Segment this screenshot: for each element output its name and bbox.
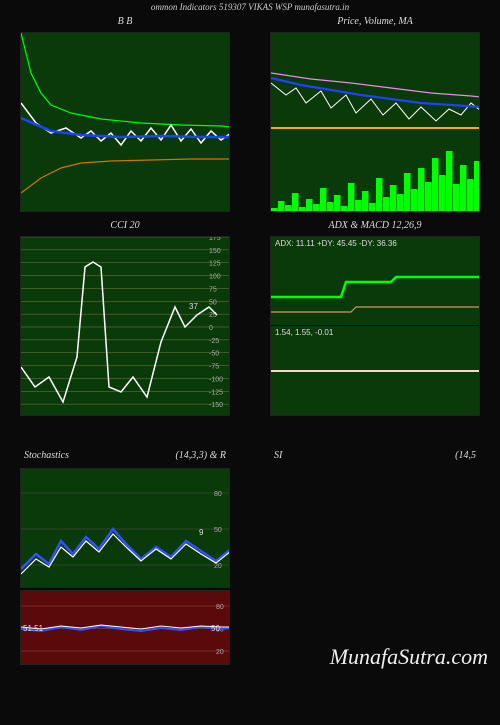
svg-text:-125: -125: [209, 389, 223, 396]
svg-text:-25: -25: [209, 338, 219, 345]
svg-text:0: 0: [209, 325, 213, 332]
svg-text:100: 100: [209, 274, 221, 281]
rsi-title-right: (14,5: [455, 450, 476, 468]
stoch-title-left: Stochastics: [24, 450, 69, 468]
stoch-panel: Stochastics (14,3,3) & R 20 50 80 9 20 50 80 5…: [20, 450, 230, 665]
watermark: MunafaSutra.com: [330, 644, 488, 670]
adx-label: ADX: 11.11 +DY: 45.45 -DY: 36.36: [275, 239, 397, 248]
adx-title: ADX & MACD 12,26,9: [270, 218, 480, 236]
svg-text:50: 50: [214, 527, 222, 534]
svg-text:-150: -150: [209, 402, 223, 409]
macd-label: 1.54, 1.55, -0.01: [275, 328, 333, 337]
price-panel: Price, Volume, MA: [270, 14, 480, 212]
svg-text:80: 80: [214, 491, 222, 498]
adx-panel: ADX & MACD 12,26,9 ADX: 11.11 +DY: 45.45…: [270, 218, 480, 416]
rsi-title: SI (14,5: [270, 450, 480, 468]
price-chart: [270, 32, 480, 212]
svg-text:175: 175: [209, 237, 221, 242]
page-header: ommon Indicators 519307 VIKAS WSP munafa…: [0, 0, 500, 14]
svg-text:20: 20: [214, 563, 222, 570]
svg-text:150: 150: [209, 248, 221, 255]
svg-text:37: 37: [189, 302, 198, 311]
adx-chart: ADX: 11.11 +DY: 45.45 -DY: 36.36 1.54, 1…: [270, 236, 480, 416]
price-title: Price, Volume, MA: [270, 14, 480, 32]
svg-text:20: 20: [216, 649, 224, 656]
svg-text:9: 9: [199, 528, 204, 537]
rsi-title-left: SI: [274, 450, 282, 468]
svg-text:51.51: 51.51: [23, 624, 44, 633]
svg-text:75: 75: [209, 286, 217, 293]
svg-text:-75: -75: [209, 364, 219, 371]
row-2: CCI 20 -175-150-125-100-75-50-2502550751…: [0, 218, 500, 416]
svg-text:50: 50: [211, 624, 220, 633]
rsi-title-panel: SI (14,5: [270, 450, 480, 665]
svg-text:-100: -100: [209, 376, 223, 383]
cci-chart: -175-150-125-100-75-50-25025507510012515…: [20, 236, 230, 416]
bb-chart: [20, 32, 230, 212]
row-3: Stochastics (14,3,3) & R 20 50 80 9 20 50 80 5…: [0, 450, 500, 665]
stoch-title: Stochastics (14,3,3) & R: [20, 450, 230, 468]
cci-title: CCI 20: [20, 218, 230, 236]
svg-text:-175: -175: [209, 415, 223, 416]
svg-text:-50: -50: [209, 351, 219, 358]
bb-title: B B: [20, 14, 230, 32]
stoch-title-right: (14,3,3) & R: [175, 450, 226, 468]
row-1: B B Price, Volume, MA: [0, 14, 500, 212]
cci-panel: CCI 20 -175-150-125-100-75-50-2502550751…: [20, 218, 230, 416]
stoch-chart: 20 50 80 9: [20, 468, 230, 588]
bb-panel: B B: [20, 14, 230, 212]
svg-text:50: 50: [209, 299, 217, 306]
svg-text:80: 80: [216, 604, 224, 611]
svg-text:125: 125: [209, 261, 221, 268]
rsi-chart: 20508051.5150: [20, 590, 230, 665]
